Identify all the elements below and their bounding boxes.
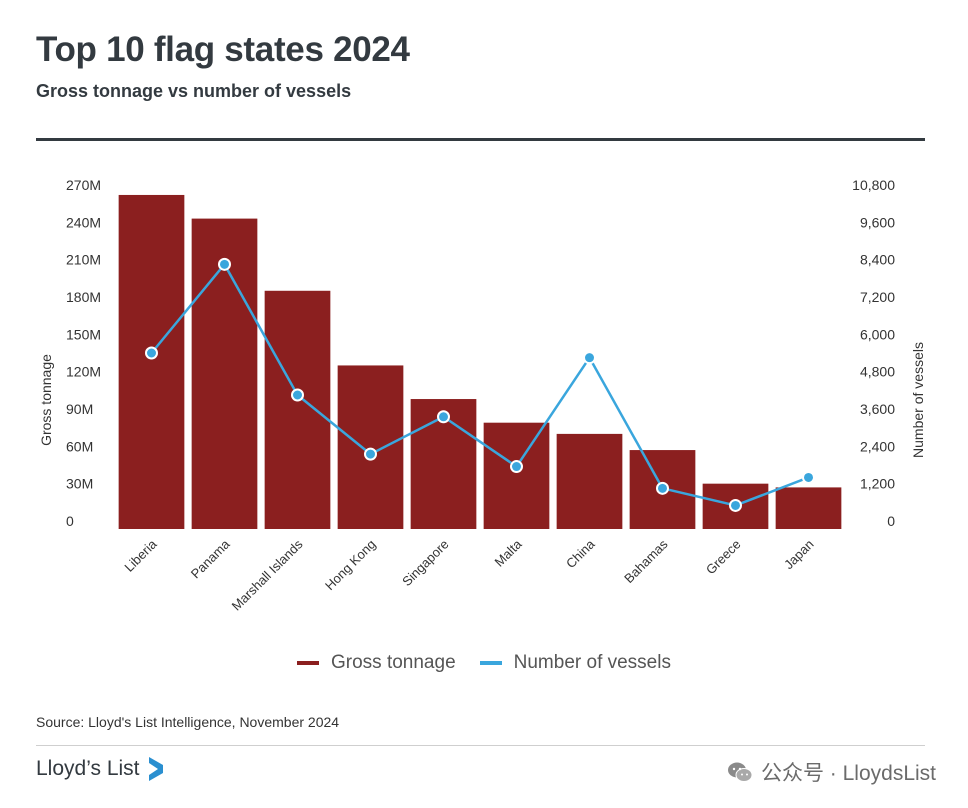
- bar-hong-kong: [337, 365, 404, 529]
- lloyds-list-logo-icon: [148, 757, 163, 781]
- y-right-tick-label: 8,400: [860, 252, 895, 268]
- brand-name: Lloyd’s List: [36, 757, 140, 780]
- bar-series: [118, 194, 842, 529]
- x-axis-label-liberia: Liberia: [121, 536, 160, 575]
- bar-malta: [483, 422, 550, 529]
- title-divider: [36, 138, 925, 141]
- source-note: Source: Lloyd's List Intelligence, Novem…: [36, 714, 340, 730]
- vessels-point-greece: [729, 498, 742, 512]
- line-series: [145, 257, 815, 512]
- y-right-tick-label: 9,600: [860, 214, 895, 230]
- chart-title: Top 10 flag states 2024: [36, 30, 410, 69]
- footer-divider: [36, 745, 925, 746]
- combo-chart: 0 30M 60M 90M 120M 150M 180M 210M 240M 270M 0 1,20…: [38, 177, 926, 614]
- vessels-line: [150, 263, 809, 507]
- vessels-point-panama: [218, 257, 231, 271]
- vessels-point-marshall-islands: [291, 388, 304, 402]
- y-right-tick-label: 3,600: [860, 401, 895, 417]
- legend-swatch-gross-tonnage: [297, 661, 319, 665]
- y-right-tick-label: 2,400: [860, 438, 895, 454]
- y-left-tick-label: 0: [66, 513, 74, 529]
- y-right-tick-label: 6,000: [860, 326, 895, 342]
- y-right-axis-label: Number of vessels: [910, 342, 926, 458]
- x-axis-label-greece: Greece: [703, 537, 744, 578]
- y-left-axis-ticks: 0 30M 60M 90M 120M 150M 180M 210M 240M 270M: [66, 177, 101, 529]
- bar-marshall-islands: [264, 290, 331, 529]
- x-axis-label-bahamas: Bahamas: [621, 536, 671, 586]
- bar-china: [556, 433, 623, 529]
- legend-label-number-of-vessels: Number of vessels: [513, 652, 671, 673]
- y-left-tick-label: 240M: [66, 214, 101, 230]
- watermark-text: 公众号 · LloydsList: [760, 762, 936, 785]
- legend: Gross tonnage Number of vessels: [0, 652, 968, 674]
- x-axis-label-china: China: [563, 536, 598, 571]
- y-right-tick-label: 0: [887, 513, 895, 529]
- vessels-point-singapore: [437, 410, 450, 424]
- y-left-axis-label: Gross tonnage: [38, 354, 54, 446]
- y-right-tick-label: 4,800: [860, 364, 895, 380]
- y-left-tick-label: 150M: [66, 326, 101, 342]
- y-left-tick-label: 120M: [66, 364, 101, 380]
- legend-item-number-of-vessels[interactable]: Number of vessels: [479, 652, 671, 674]
- x-axis-label-japan: Japan: [781, 537, 817, 573]
- vessels-point-hong-kong: [364, 447, 377, 461]
- vessels-point-bahamas: [656, 481, 669, 495]
- legend-swatch-number-of-vessels: [479, 661, 502, 665]
- y-left-tick-label: 210M: [66, 252, 101, 268]
- watermark: 公众号 · LloydsList: [727, 757, 936, 787]
- chart-subtitle: Gross tonnage vs number of vessels: [36, 81, 352, 101]
- y-left-tick-label: 60M: [66, 438, 93, 454]
- y-right-tick-label: 7,200: [860, 289, 895, 305]
- x-axis-label-singapore: Singapore: [399, 537, 452, 590]
- x-axis-label-marshall-islands: Marshall Islands: [229, 536, 306, 613]
- x-axis-label-hong-kong: Hong Kong: [322, 537, 379, 594]
- bar-japan: [775, 487, 842, 529]
- x-axis-label-panama: Panama: [188, 536, 233, 581]
- brand: Lloyd’s List: [36, 756, 166, 782]
- y-left-tick-label: 30M: [66, 476, 93, 492]
- y-right-tick-label: 1,200: [860, 476, 895, 492]
- y-right-tick-label: 10,800: [852, 177, 895, 193]
- vessels-point-china: [583, 351, 596, 365]
- y-left-tick-label: 270M: [66, 177, 101, 193]
- vessels-point-japan: [802, 470, 815, 484]
- x-axis-label-malta: Malta: [492, 536, 526, 570]
- vessels-point-malta: [510, 460, 523, 474]
- y-left-tick-label: 180M: [66, 289, 101, 305]
- y-right-axis-ticks: 0 1,200 2,400 3,600 4,800 6,000 7,200 8,400 9,60…: [852, 177, 895, 529]
- y-left-tick-label: 90M: [66, 401, 93, 417]
- legend-item-gross-tonnage[interactable]: Gross tonnage: [297, 652, 456, 674]
- vessels-point-liberia: [145, 346, 158, 360]
- bar-liberia: [118, 194, 185, 529]
- wechat-icon: [727, 762, 753, 782]
- legend-label-gross-tonnage: Gross tonnage: [331, 652, 456, 673]
